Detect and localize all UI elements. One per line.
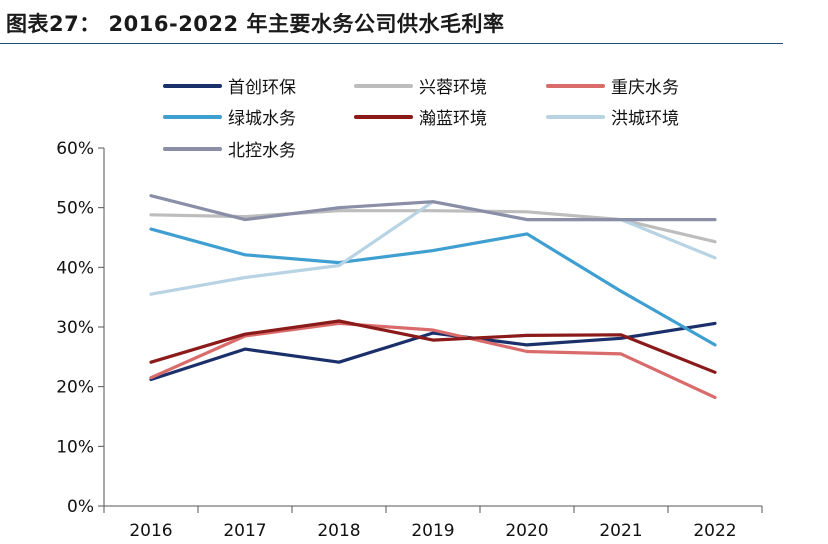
x-tick-label: 2019 xyxy=(411,521,454,541)
chart-title: 图表27： 2016-2022 年主要水务公司供水毛利率 xyxy=(6,12,505,36)
x-tick-label: 2016 xyxy=(129,521,172,541)
y-tick-label: 10% xyxy=(56,437,94,457)
x-tick-label: 2020 xyxy=(505,521,548,541)
legend-label: 兴蓉环境 xyxy=(419,78,487,98)
legend-label: 绿城水务 xyxy=(228,109,296,129)
series-line-2 xyxy=(149,321,717,399)
y-tick-label: 50% xyxy=(56,199,94,219)
x-tick-label: 2017 xyxy=(223,521,266,541)
x-tick-label: 2021 xyxy=(599,521,642,541)
series-line-6 xyxy=(149,194,717,222)
x-tick-label: 2018 xyxy=(317,521,360,541)
legend-label: 瀚蓝环境 xyxy=(419,109,487,129)
legend-label: 首创环保 xyxy=(228,78,296,98)
legend-label: 重庆水务 xyxy=(611,78,679,98)
x-tick-label: 2022 xyxy=(693,521,736,541)
y-tick-label: 40% xyxy=(56,258,94,278)
series-line-0 xyxy=(149,321,717,382)
y-tick-label: 0% xyxy=(67,497,94,517)
legend-label: 洪城环境 xyxy=(611,109,679,129)
y-tick-label: 60% xyxy=(56,139,94,159)
legend-label: 北控水务 xyxy=(228,141,296,161)
series-line-1 xyxy=(149,209,717,244)
y-tick-label: 20% xyxy=(56,378,94,398)
series-line-4 xyxy=(149,319,717,374)
y-tick-label: 30% xyxy=(56,318,94,338)
series-line-3 xyxy=(149,227,717,347)
title-divider xyxy=(0,43,783,44)
